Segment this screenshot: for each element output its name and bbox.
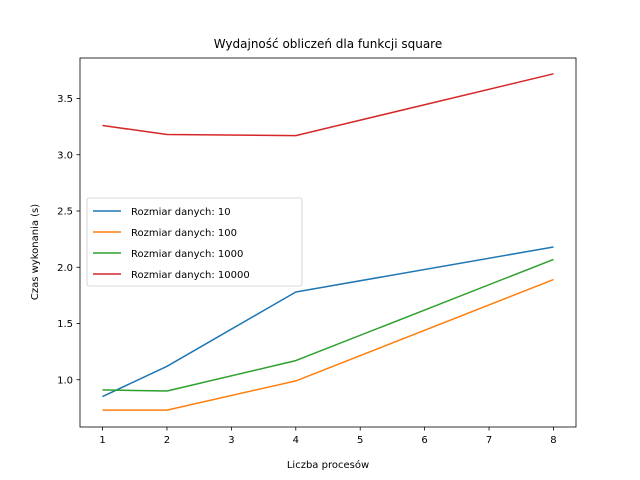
legend-label: Rozmiar danych: 1000 <box>131 249 243 260</box>
y-tick-label: 2.0 <box>57 263 73 274</box>
plot-frame <box>79 57 577 428</box>
legend-label: Rozmiar danych: 10 <box>131 207 231 218</box>
y-tick-label: 1.0 <box>57 375 73 386</box>
x-tick-label: 5 <box>357 435 363 446</box>
x-tick-label: 1 <box>99 435 105 446</box>
series-line <box>102 278 554 411</box>
chart-title: Wydajność obliczeń dla funkcji square <box>214 37 442 51</box>
x-tick-label: 7 <box>486 435 492 446</box>
legend-label: Rozmiar danych: 100 <box>131 228 237 239</box>
legend: Rozmiar danych: 10 Rozmiar danych: 100 Roz… <box>86 197 303 287</box>
legend-label: Rozmiar danych: 10000 <box>131 270 250 281</box>
x-tick-label: 3 <box>228 435 234 446</box>
y-axis-label: Czas wykonania (s) <box>30 204 41 300</box>
y-tick-label: 2.5 <box>57 207 73 218</box>
series-line <box>102 258 554 392</box>
x-tick-label: 8 <box>550 435 556 446</box>
series-line <box>102 246 554 398</box>
y-tick-label: 3.5 <box>57 94 73 105</box>
x-tick-label: 6 <box>421 435 427 446</box>
legend-box <box>86 197 303 287</box>
x-tick-label: 2 <box>164 435 170 446</box>
x-tick-label: 4 <box>293 435 299 446</box>
x-axis: 1 2 3 4 5 6 7 8 <box>99 427 557 446</box>
y-axis: 1.0 1.5 2.0 2.5 3.0 3.5 <box>57 94 80 386</box>
y-tick-label: 3.0 <box>57 150 73 161</box>
x-axis-label: Liczba procesów <box>287 459 369 471</box>
series-line <box>102 73 554 137</box>
series-lines <box>102 73 554 411</box>
plot-area <box>79 57 577 428</box>
y-tick-label: 1.5 <box>57 319 73 330</box>
